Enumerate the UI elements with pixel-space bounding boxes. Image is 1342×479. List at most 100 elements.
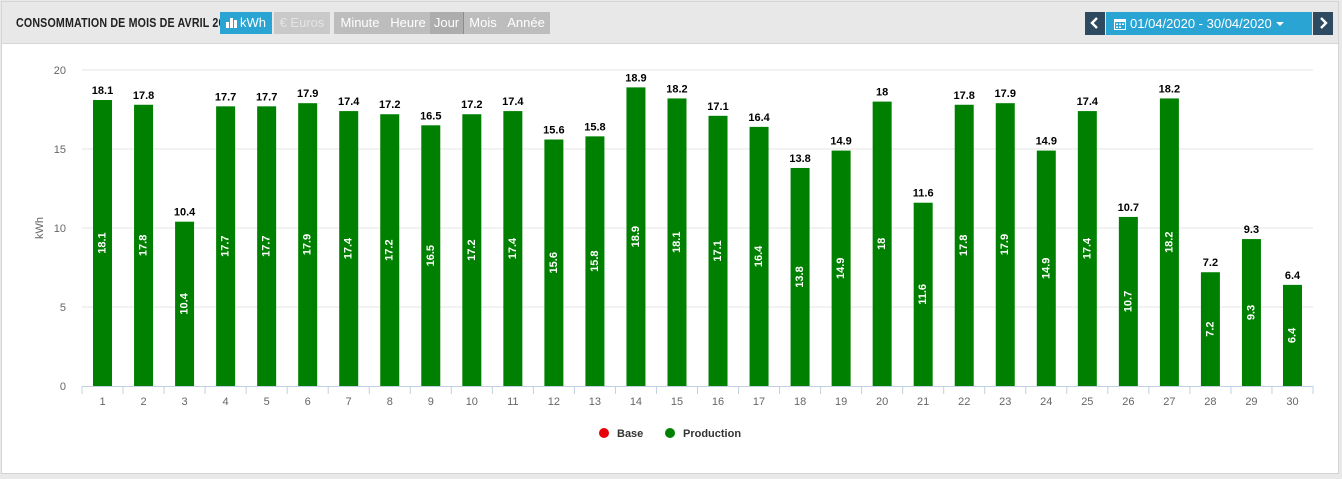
x-tick-label: 27	[1163, 396, 1175, 408]
bar-value-label: 18.2	[1159, 83, 1180, 95]
bar-value-label: 10.4	[174, 207, 196, 219]
bar-value-label: 17.4	[338, 96, 360, 108]
bar-value-label: 14.9	[1036, 136, 1057, 148]
bar-inner-label: 16.4	[753, 245, 765, 267]
x-tick-label: 19	[835, 396, 847, 408]
bar-inner-label: 16.5	[425, 245, 437, 266]
x-tick-label: 7	[346, 396, 352, 408]
bar-value-label: 18.1	[92, 85, 113, 97]
y-tick-label: 5	[60, 302, 66, 314]
bar-inner-label: 17.4	[343, 237, 355, 259]
bar-value-label: 6.4	[1285, 270, 1301, 282]
bar-inner-label: 18.2	[1163, 232, 1175, 253]
x-tick-label: 17	[753, 396, 765, 408]
bar-value-label: 15.8	[584, 121, 605, 133]
x-tick-label: 18	[794, 396, 806, 408]
x-tick-label: 15	[671, 396, 683, 408]
bar-inner-label: 15.8	[589, 250, 601, 271]
bar-value-label: 18.2	[666, 83, 687, 95]
x-tick-label: 11	[507, 396, 518, 408]
bar-inner-label: 17.1	[712, 240, 724, 261]
x-tick-label: 14	[630, 396, 642, 408]
bar-value-label: 17.7	[256, 91, 277, 103]
bar-value-label: 17.2	[461, 99, 482, 111]
bar-value-label: 15.6	[543, 125, 564, 137]
bar-inner-label: 6.4	[1286, 327, 1298, 343]
bars: 18.118.117.817.810.410.417.717.717.717.7…	[92, 72, 1302, 386]
bar-inner-label: 18.1	[97, 232, 109, 253]
bar-inner-label: 14.9	[1040, 258, 1052, 279]
x-tick-label: 23	[999, 396, 1011, 408]
x-tick-label: 1	[99, 396, 105, 408]
x-tick-label: 29	[1245, 396, 1257, 408]
bar-inner-label: 15.6	[548, 252, 560, 273]
bar-inner-label: 14.9	[835, 258, 847, 279]
bar-value-label: 13.8	[789, 153, 810, 165]
bar-value-label: 16.5	[420, 110, 441, 122]
bar-inner-label: 18	[876, 238, 888, 250]
bar-inner-label: 17.8	[138, 235, 150, 256]
bar-inner-label: 17.9	[302, 234, 314, 255]
x-tick-label: 25	[1081, 396, 1093, 408]
bar-value-label: 14.9	[830, 136, 851, 148]
bar-value-label: 7.2	[1203, 257, 1218, 269]
legend: Base Production	[599, 428, 741, 440]
bar-inner-label: 7.2	[1204, 321, 1216, 336]
x-tick-label: 9	[428, 396, 434, 408]
bar-inner-label: 11.6	[917, 284, 929, 305]
x-tick-label: 13	[589, 396, 601, 408]
x-tick-label: 22	[958, 396, 970, 408]
bar-value-label: 17.1	[707, 101, 728, 113]
x-tick-label: 30	[1286, 396, 1298, 408]
y-tick-label: 0	[60, 381, 66, 393]
bar-value-label: 17.2	[379, 99, 400, 111]
bar-value-label: 10.7	[1118, 202, 1139, 214]
bar-value-label: 17.7	[215, 91, 236, 103]
legend-marker-production[interactable]	[665, 428, 675, 438]
bar-inner-label: 9.3	[1245, 305, 1257, 320]
bar-inner-label: 17.8	[958, 235, 970, 256]
x-tick-label: 6	[305, 396, 311, 408]
x-tick-label: 10	[466, 396, 478, 408]
x-tick-label: 2	[140, 396, 146, 408]
x-tick-label: 28	[1204, 396, 1216, 408]
bar-value-label: 16.4	[748, 112, 770, 124]
x-tick-label: 21	[917, 396, 929, 408]
bar-inner-label: 10.7	[1122, 291, 1134, 312]
bar-value-label: 18.9	[625, 72, 646, 84]
y-tick-label: 20	[54, 65, 66, 77]
bar-value-label: 17.4	[1077, 96, 1099, 108]
y-axis-ticks: 0 5 10 15 20	[54, 65, 66, 393]
bar-value-label: 17.9	[995, 88, 1016, 100]
x-tick-label: 8	[387, 396, 393, 408]
x-tick-label: 12	[548, 396, 560, 408]
bar-inner-label: 17.2	[466, 239, 478, 260]
y-tick-label: 15	[54, 144, 66, 156]
legend-marker-base[interactable]	[599, 428, 609, 438]
x-tick-label: 4	[223, 396, 229, 408]
bar-inner-label: 17.4	[1081, 237, 1093, 259]
bar-value-label: 17.9	[297, 88, 318, 100]
bar-inner-label: 17.7	[261, 235, 273, 256]
x-tick-label: 5	[264, 396, 270, 408]
bar-inner-label: 17.4	[507, 237, 519, 259]
bar-value-label: 17.4	[502, 96, 524, 108]
y-tick-label: 10	[54, 223, 66, 235]
bar-inner-label: 17.2	[384, 239, 396, 260]
bar-value-label: 11.6	[913, 188, 934, 200]
bar-inner-label: 10.4	[179, 292, 191, 314]
bar-inner-label: 18.1	[671, 232, 683, 253]
bar-inner-label: 17.9	[999, 234, 1011, 255]
bar-value-label: 9.3	[1244, 224, 1259, 236]
x-axis: 1 2 3 4 5 6 7 8 9 10 11 12 13 14 15 16 17 18 19 20 21 22 23 24 2…	[82, 386, 1313, 408]
legend-label-base[interactable]: Base	[617, 428, 643, 440]
bar-value-label: 18	[876, 87, 888, 99]
legend-label-production[interactable]: Production	[683, 428, 741, 440]
bar-inner-label: 18.9	[630, 226, 642, 247]
y-axis-label: kWh	[34, 217, 46, 239]
bar-inner-label: 13.8	[794, 266, 806, 287]
bar-value-label: 17.8	[954, 90, 975, 102]
x-tick-label: 26	[1122, 396, 1134, 408]
x-tick-label: 20	[876, 396, 888, 408]
